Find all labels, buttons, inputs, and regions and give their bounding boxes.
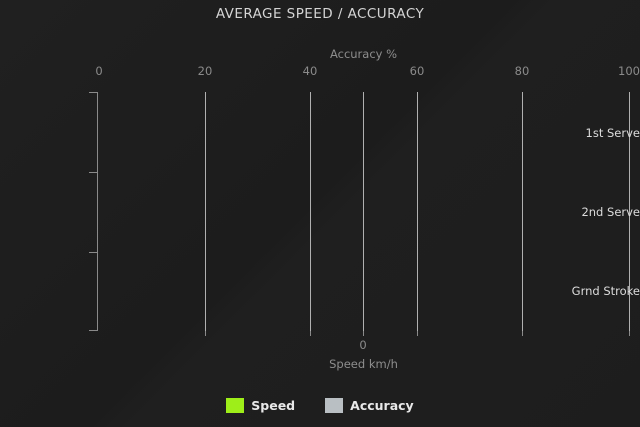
x-axis-tick-mark-3 bbox=[363, 331, 364, 336]
legend-label-speed: Speed bbox=[251, 398, 296, 413]
bottom-axis-tick-0: 0 bbox=[359, 338, 367, 352]
gridline-40 bbox=[310, 92, 311, 331]
top-axis-title: Accuracy % bbox=[329, 47, 398, 61]
category-label-2nd-serve: 2nd Serve bbox=[581, 205, 640, 219]
gridline-100 bbox=[629, 92, 630, 331]
top-axis-tick-80: 80 bbox=[514, 64, 530, 78]
x-axis-tick-mark-2 bbox=[310, 331, 311, 336]
gridline-60 bbox=[417, 92, 418, 331]
bottom-axis-title: Speed km/h bbox=[329, 357, 398, 371]
legend-swatch-accuracy-icon bbox=[325, 398, 344, 413]
gridline-80 bbox=[522, 92, 523, 331]
legend-label-accuracy: Accuracy bbox=[350, 398, 414, 413]
x-axis-tick-mark-4 bbox=[417, 331, 418, 336]
top-axis-tick-60: 60 bbox=[409, 64, 425, 78]
gridline-speed-zero bbox=[363, 92, 364, 331]
category-label-1st-serve: 1st Serve bbox=[585, 126, 640, 140]
top-axis-tick-0: 0 bbox=[95, 64, 103, 78]
y-axis-tick-top bbox=[89, 92, 98, 93]
top-axis-tick-100: 100 bbox=[618, 64, 640, 78]
chart-title: AVERAGE SPEED / ACCURACY bbox=[215, 6, 425, 22]
chart-legend: Speed Accuracy bbox=[0, 398, 640, 413]
category-label-grnd-stroke: Grnd Stroke bbox=[571, 284, 640, 298]
legend-swatch-speed-icon bbox=[226, 398, 245, 413]
x-axis-tick-mark-1 bbox=[205, 331, 206, 336]
x-axis-tick-mark-5 bbox=[522, 331, 523, 336]
y-axis-tick-bottom bbox=[89, 330, 98, 331]
legend-item-accuracy[interactable]: Accuracy bbox=[325, 398, 414, 413]
y-axis-tick-2 bbox=[89, 252, 98, 253]
y-axis-tick-1 bbox=[89, 172, 98, 173]
x-axis-tick-mark-6 bbox=[629, 331, 630, 336]
legend-item-speed[interactable]: Speed bbox=[226, 398, 295, 413]
y-axis-spine bbox=[97, 92, 98, 331]
top-axis-tick-40: 40 bbox=[302, 64, 318, 78]
plot-area bbox=[97, 92, 630, 331]
gridline-20 bbox=[205, 92, 206, 331]
top-axis-tick-20: 20 bbox=[197, 64, 213, 78]
